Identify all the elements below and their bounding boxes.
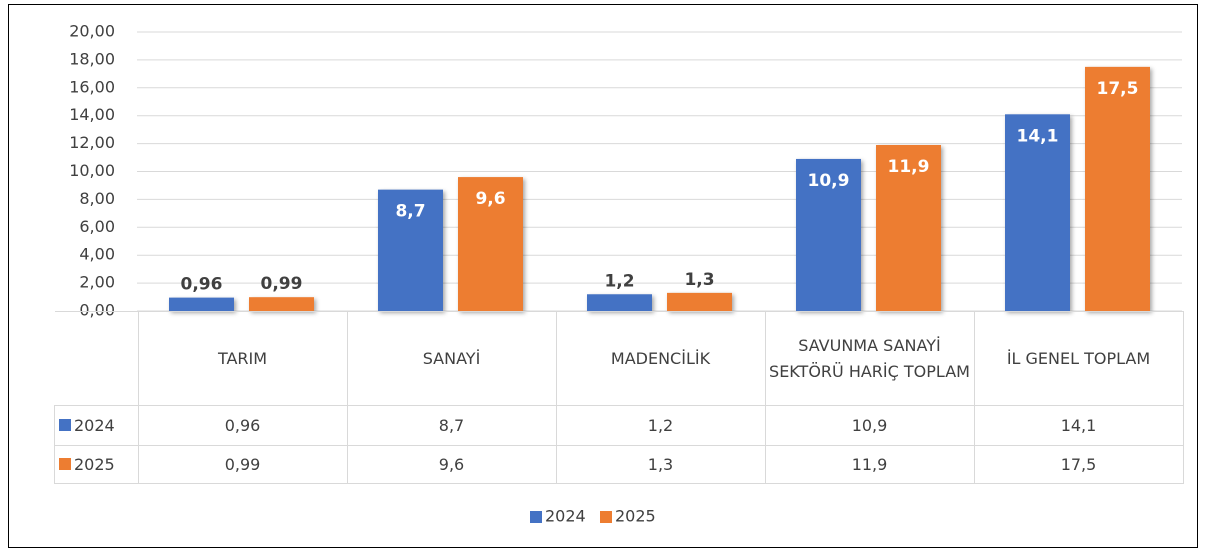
data-label: 8,7 xyxy=(395,202,425,222)
row-header: 2025 xyxy=(54,445,139,484)
legend-swatch xyxy=(600,511,612,523)
data-label: 11,9 xyxy=(888,157,930,177)
table-cell: 1,3 xyxy=(555,445,766,484)
table-cell: 8,7 xyxy=(346,405,557,446)
table-cell: 1,2 xyxy=(555,405,766,446)
y-tick-label: 8,00 xyxy=(79,189,115,208)
row-header-label: 2024 xyxy=(74,415,115,435)
y-tick-label: 4,00 xyxy=(79,245,115,264)
data-label: 0,96 xyxy=(181,275,223,295)
legend-label: 2025 xyxy=(615,507,656,526)
legend-swatch xyxy=(59,457,71,470)
bar xyxy=(587,294,652,311)
table-cell: 11,9 xyxy=(764,445,975,484)
table-row: 2024 0,96 8,7 1,2 10,9 14,1 xyxy=(54,405,1184,446)
data-table: TARIM SANAYİ MADENCİLİK SAVUNMA SANAYİ SEKT… xyxy=(54,311,1184,484)
row-header-label: 2025 xyxy=(74,454,115,474)
bar xyxy=(667,292,732,311)
data-label: 0,99 xyxy=(261,274,303,294)
frame xyxy=(8,4,1198,548)
table-cell: 17,5 xyxy=(973,445,1184,484)
table-cell: 0,96 xyxy=(137,405,348,446)
y-tick-label: 6,00 xyxy=(79,217,115,236)
data-label: 9,6 xyxy=(475,189,505,209)
y-tick-label: 14,00 xyxy=(69,105,115,124)
data-label: 10,9 xyxy=(808,171,850,191)
table-cell: 0,99 xyxy=(137,445,348,484)
y-tick-label: 16,00 xyxy=(69,77,115,96)
table-row: 2025 0,99 9,6 1,3 11,9 17,5 xyxy=(54,445,1184,484)
bar xyxy=(249,297,314,311)
bar xyxy=(1005,114,1070,312)
y-tick-label: 2,00 xyxy=(79,273,115,292)
data-label: 1,2 xyxy=(604,271,634,291)
y-tick-label: 20,00 xyxy=(69,22,115,41)
bar xyxy=(169,297,234,311)
legend-swatch xyxy=(59,418,71,431)
category-label: SANAYİ xyxy=(346,311,557,406)
category-label: SAVUNMA SANAYİ SEKTÖRÜ HARİÇ TOPLAM xyxy=(764,311,975,406)
y-tick-label: 12,00 xyxy=(69,133,115,152)
legend-swatch xyxy=(530,511,542,523)
table-cell: 14,1 xyxy=(973,405,1184,446)
data-label: 14,1 xyxy=(1017,126,1059,146)
category-label: İL GENEL TOPLAM xyxy=(973,311,1184,406)
legend-label: 2024 xyxy=(545,507,586,526)
row-header: 2024 xyxy=(54,405,139,446)
y-tick-label: 10,00 xyxy=(69,161,115,180)
bar xyxy=(458,177,523,311)
table-corner xyxy=(54,311,138,406)
bar xyxy=(876,144,941,311)
table-cell: 10,9 xyxy=(764,405,975,446)
bar xyxy=(378,189,443,311)
category-label: MADENCİLİK xyxy=(555,311,766,406)
table-header-row: TARIM SANAYİ MADENCİLİK SAVUNMA SANAYİ SEKT… xyxy=(54,311,1184,406)
bar xyxy=(1085,66,1150,311)
table-cell: 9,6 xyxy=(346,445,557,484)
y-tick-label: 18,00 xyxy=(69,49,115,68)
data-label: 1,3 xyxy=(684,270,714,290)
data-label: 17,5 xyxy=(1097,79,1139,99)
bar xyxy=(796,158,861,311)
category-label: TARIM xyxy=(137,311,348,406)
